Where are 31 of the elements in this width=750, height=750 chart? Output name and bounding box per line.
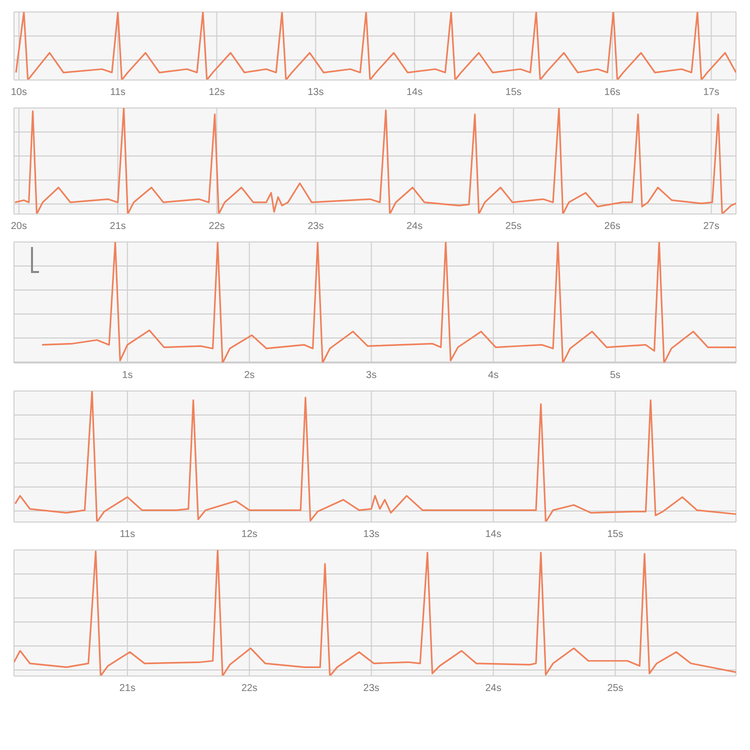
x-tick-label: 4s	[488, 370, 499, 382]
x-tick-label: 13s	[308, 87, 324, 98]
x-tick-label: 16s	[604, 87, 620, 98]
x-tick-label: 13s	[363, 529, 380, 540]
x-tick-label: 27s	[703, 221, 720, 232]
x-tick-label: 10s	[10, 87, 28, 98]
x-tick-label: 14s	[406, 87, 423, 98]
x-tick-label: 25s	[505, 221, 522, 232]
x-tick-label: 12s	[241, 529, 258, 540]
x-tick-label: 21s	[110, 221, 126, 232]
x-tick-label: 15s	[505, 87, 522, 98]
x-tick-label: 25s	[607, 683, 624, 694]
x-tick-label: 17s	[703, 87, 720, 98]
x-tick-label: 23s	[363, 683, 380, 694]
x-tick-label: 14s	[485, 529, 502, 540]
x-tick-label: 15s	[607, 529, 624, 540]
x-tick-label: 11s	[120, 529, 136, 540]
x-tick-label: 21s	[119, 683, 136, 694]
x-tick-label: 24s	[485, 683, 502, 694]
x-tick-label: 20s	[10, 221, 28, 232]
x-tick-label: 3s	[366, 370, 377, 382]
x-tick-label: 1s	[122, 370, 133, 382]
x-tick-label: 11s	[110, 87, 126, 98]
x-tick-label: 22s	[208, 221, 225, 232]
x-tick-label: 5s	[610, 370, 621, 382]
x-tick-label: 12s	[208, 87, 225, 98]
x-tick-label: 22s	[241, 683, 258, 694]
x-tick-label: 24s	[406, 221, 423, 232]
x-tick-label: 26s	[604, 221, 620, 232]
x-tick-label: 2s	[244, 370, 255, 382]
x-tick-label: 23s	[308, 221, 324, 232]
